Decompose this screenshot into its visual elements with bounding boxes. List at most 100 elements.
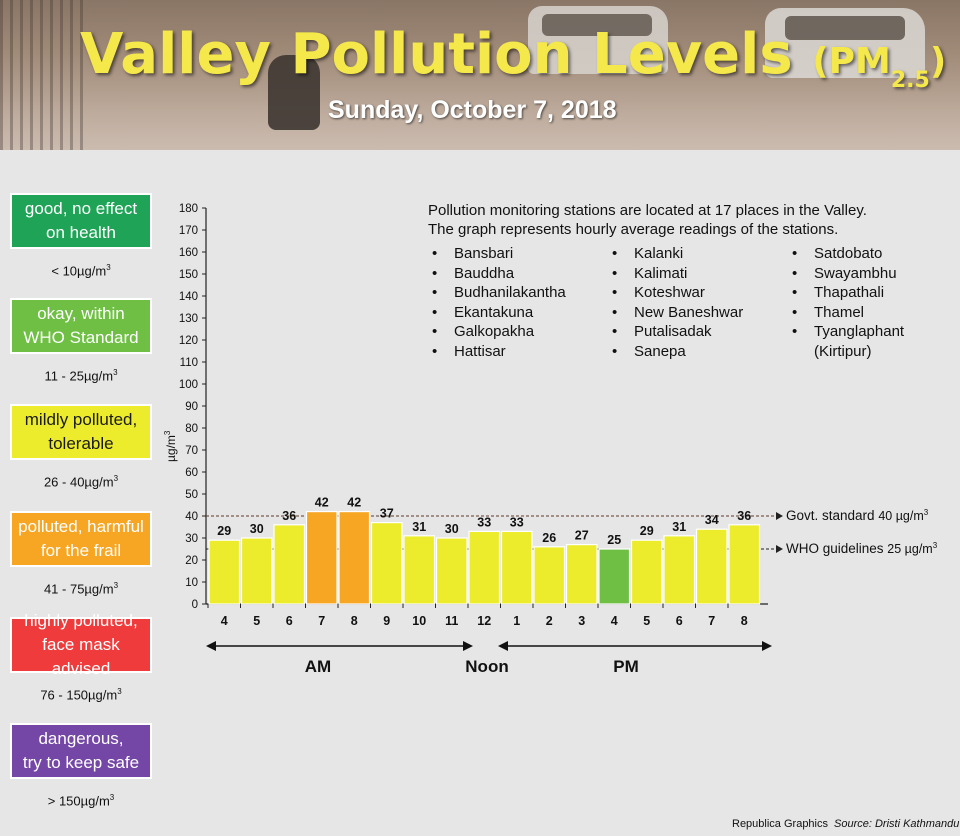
station-item: • Budhanilakantha bbox=[432, 284, 566, 301]
station-item: • Bauddha bbox=[432, 264, 515, 282]
bar bbox=[468, 530, 501, 605]
y-tick-label: 10 bbox=[185, 577, 198, 589]
x-tick-label: 6 bbox=[676, 614, 683, 628]
legend-label: WHO Standard bbox=[23, 328, 139, 347]
legend-label: highly polluted, bbox=[24, 611, 138, 630]
credit-text: Republica Graphics bbox=[732, 818, 828, 830]
info-line-2: The graph represents hourly average read… bbox=[428, 221, 839, 238]
info-line-1: Pollution monitoring stations are locate… bbox=[428, 202, 867, 219]
legend-label: for the frail bbox=[40, 541, 122, 560]
page-date: Sunday, October 7, 2018 bbox=[328, 96, 617, 124]
y-tick-label: 70 bbox=[185, 445, 198, 457]
y-tick-label: 20 bbox=[185, 555, 198, 567]
bar bbox=[370, 521, 403, 605]
bar-value-label: 30 bbox=[250, 522, 264, 536]
legend-label: try to keep safe bbox=[22, 753, 140, 772]
station-item: • Galkopakha bbox=[432, 323, 535, 340]
station-item: • Thamel bbox=[792, 303, 865, 321]
x-tick-label: 12 bbox=[477, 614, 491, 628]
period-noon-label: Noon bbox=[465, 657, 508, 676]
pm-arrow-left bbox=[498, 641, 508, 651]
footer: Republica Graphics Source: Dristi Kathman… bbox=[732, 818, 959, 830]
bar-value-label: 42 bbox=[347, 496, 361, 510]
legend-box-6: dangerous, try to keep safe bbox=[10, 723, 152, 779]
road-backdrop bbox=[0, 95, 960, 150]
bar bbox=[500, 530, 533, 605]
station-item: • Tyanglaphant bbox=[792, 323, 905, 340]
bar bbox=[533, 546, 566, 605]
railing-backdrop bbox=[0, 0, 90, 150]
x-tick-label: 5 bbox=[643, 614, 650, 628]
y-tick-label: 60 bbox=[185, 467, 198, 479]
y-tick-label: 130 bbox=[179, 313, 198, 325]
car-image bbox=[528, 6, 668, 74]
bar-value-label: 25 bbox=[607, 533, 621, 547]
bar bbox=[273, 524, 306, 605]
period-pm-label: PM bbox=[613, 657, 639, 676]
x-tick-label: 6 bbox=[286, 614, 293, 628]
bar bbox=[663, 535, 696, 605]
station-item: • Koteshwar bbox=[612, 284, 705, 301]
bar bbox=[598, 548, 631, 605]
legend-box-2: okay, within WHO Standard bbox=[10, 298, 152, 354]
reference-label: WHO guidelines 25 µg/m3 bbox=[786, 541, 938, 556]
bar bbox=[435, 537, 468, 605]
title-text: Valley Pollution Levels bbox=[80, 22, 793, 87]
station-item: • New Baneshwar bbox=[612, 303, 744, 321]
y-tick-label: 110 bbox=[180, 357, 198, 369]
y-tick-label: 100 bbox=[179, 379, 198, 391]
x-tick-label: 1 bbox=[513, 614, 520, 628]
bar-value-label: 37 bbox=[380, 507, 394, 521]
legend-label: face mask advised bbox=[42, 635, 120, 678]
bar bbox=[728, 524, 761, 605]
station-item: • Sanepa bbox=[612, 342, 686, 360]
y-tick-label: 140 bbox=[179, 291, 198, 303]
y-tick-label: 0 bbox=[192, 599, 198, 611]
legend-box-4: polluted, harmful for the frail bbox=[10, 511, 152, 567]
period-am-label: AM bbox=[305, 657, 331, 676]
car-image bbox=[765, 8, 925, 78]
bar-value-label: 30 bbox=[445, 522, 459, 536]
am-arrow-right bbox=[463, 641, 473, 651]
legend-label: tolerable bbox=[48, 434, 114, 453]
bar bbox=[630, 539, 663, 605]
x-tick-label: 3 bbox=[578, 614, 585, 628]
motorbike-image bbox=[268, 55, 320, 130]
bar-value-label: 29 bbox=[640, 524, 654, 538]
legend-range-1: < 10µg/m3 bbox=[51, 263, 111, 279]
pm-arrow-right bbox=[762, 641, 772, 651]
x-tick-label: 11 bbox=[445, 614, 458, 628]
y-tick-label: 170 bbox=[179, 225, 198, 237]
legend-box-3: mildly polluted, tolerable bbox=[10, 404, 152, 460]
x-tick-label: 4 bbox=[221, 614, 228, 628]
station-item: • Swayambhu bbox=[792, 264, 897, 282]
reference-label: Govt. standard 40 µg/m3 bbox=[786, 508, 929, 523]
legend-label: mildly polluted, bbox=[24, 410, 138, 429]
legend-range-6: > 150µg/m3 bbox=[47, 793, 115, 809]
legend-range-2: 11 - 25µg/m3 bbox=[44, 368, 118, 384]
title-unit: (PM2.5) bbox=[812, 41, 947, 93]
legend-box-5: highly polluted, face mask advised bbox=[10, 611, 152, 678]
am-arrow-left bbox=[206, 641, 216, 651]
y-tick-label: 180 bbox=[179, 203, 198, 215]
legend-label: dangerous, bbox=[38, 729, 124, 748]
station-item: • Bansbari bbox=[432, 245, 514, 262]
x-tick-label: 4 bbox=[611, 614, 618, 628]
bar bbox=[208, 539, 241, 605]
station-item: • Ekantakuna bbox=[432, 303, 534, 321]
bar bbox=[240, 537, 273, 605]
bar bbox=[403, 535, 436, 605]
bar-value-label: 27 bbox=[575, 529, 589, 543]
bar-value-label: 34 bbox=[705, 513, 719, 527]
bar-value-label: 33 bbox=[510, 515, 524, 529]
page-title: Valley Pollution Levels (PM2.5) bbox=[80, 22, 946, 93]
station-list-1: • Bansbari • Bauddha • Budhanilakantha • Ekanta… bbox=[428, 244, 566, 361]
bar-value-label: 31 bbox=[412, 520, 426, 534]
bar-value-label: 36 bbox=[282, 509, 296, 523]
info-text: Pollution monitoring stations are locate… bbox=[428, 201, 948, 239]
y-tick-label: 150 bbox=[179, 269, 198, 281]
station-item: • Putalisadak bbox=[612, 323, 712, 340]
x-tick-label: 8 bbox=[741, 614, 748, 628]
legend-box-1: good, no effect on health bbox=[10, 193, 152, 249]
